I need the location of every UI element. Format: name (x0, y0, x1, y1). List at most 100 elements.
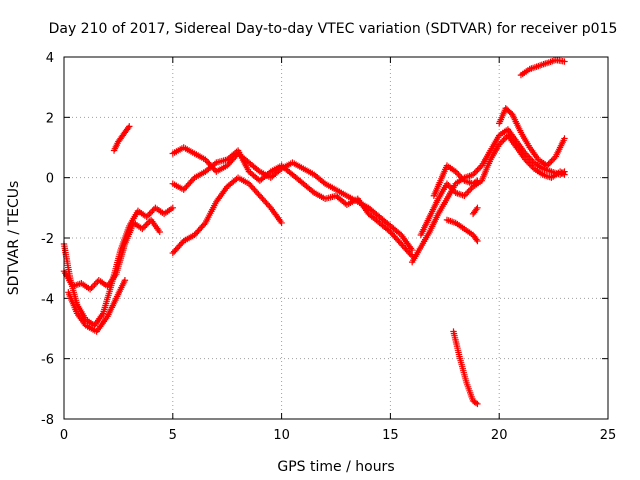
y-tick-label: -2 (41, 232, 54, 247)
data-trail (291, 160, 305, 171)
data-point (86, 286, 94, 293)
x-axis-label: GPS time / hours (277, 459, 394, 475)
data-trail (258, 194, 273, 210)
data-trail (120, 127, 130, 138)
x-tick-label: 25 (600, 428, 617, 443)
data-point (561, 58, 568, 65)
data-trail (84, 323, 98, 334)
data-trail (181, 176, 197, 192)
x-tick-label: 10 (273, 428, 290, 443)
series-arc-2 (60, 216, 163, 293)
data-point (474, 237, 481, 245)
data-trail (505, 134, 519, 149)
data-point (543, 162, 551, 169)
data-trail (457, 357, 470, 384)
data-point (169, 204, 176, 212)
y-tick-label: 2 (46, 111, 54, 126)
data-point (561, 135, 568, 142)
data-trail (462, 172, 475, 181)
data-point (256, 192, 264, 199)
data-trail (334, 187, 349, 198)
x-tick-label: 15 (382, 428, 399, 443)
data-point (191, 231, 198, 239)
data-trail (355, 197, 371, 216)
data-trail (182, 232, 196, 244)
data-point (522, 156, 529, 163)
data-point (143, 213, 150, 221)
data-trail (462, 227, 475, 237)
data-trail (388, 230, 404, 246)
data-trail (519, 67, 532, 78)
data-trail (100, 282, 115, 315)
data-trail (479, 158, 493, 182)
data-trail (545, 154, 558, 168)
data-trail (558, 169, 567, 177)
data-trail (258, 169, 273, 183)
y-tick-label: 0 (46, 172, 54, 187)
data-point (474, 400, 481, 408)
data-trail (399, 242, 414, 258)
data-trail (527, 146, 541, 161)
data-trail (445, 163, 458, 174)
data-trail (192, 221, 208, 237)
data-trail (503, 106, 515, 117)
data-trail (312, 190, 327, 201)
data-trail (518, 131, 532, 149)
data-trail (71, 280, 83, 289)
data-point (245, 180, 253, 187)
series-arc-3 (65, 277, 129, 335)
data-trail (193, 169, 207, 180)
series-arc-15 (517, 56, 568, 79)
data-trail (505, 127, 519, 143)
data-trail (532, 166, 545, 177)
tick-labels: 0 5 10 15 20 25 -8 -6 -4 -2 0 2 4 (41, 51, 616, 443)
data-trail (479, 149, 493, 167)
data-point (408, 246, 416, 254)
data-point (461, 192, 468, 199)
data-trail (388, 224, 403, 237)
series-arc-12 (443, 216, 481, 245)
data-trail (488, 134, 502, 152)
data-trail (182, 145, 196, 156)
data-trail (471, 398, 480, 407)
data-trail (290, 172, 305, 186)
data-trail (113, 242, 128, 276)
y-axis-label: SDTVAR / TECUs (6, 181, 22, 296)
data-trail (105, 272, 119, 288)
plot-frame (63, 56, 609, 420)
series-arc-10 (430, 162, 481, 199)
data-trail (301, 181, 316, 195)
series-arc-11 (496, 105, 568, 169)
data-trail (427, 212, 441, 234)
data-trail (377, 215, 392, 228)
data-point (278, 219, 285, 227)
data-trail (418, 215, 432, 237)
data-point (126, 123, 133, 130)
series-arc-7 (169, 174, 285, 257)
data-trail (488, 143, 502, 161)
data-trail (438, 164, 450, 182)
data-trail (214, 163, 229, 174)
data-trail (149, 218, 162, 234)
data-trail (367, 205, 382, 219)
data-trail (496, 107, 509, 125)
data-trail (471, 233, 480, 243)
data-trail (203, 200, 219, 225)
series-arc-5 (169, 144, 416, 254)
data-trail (153, 205, 166, 216)
data-trail (418, 230, 432, 249)
series-arc-9 (417, 132, 568, 239)
data-trail (302, 166, 316, 177)
x-tick-label: 20 (491, 428, 508, 443)
series-arc-6 (169, 147, 416, 260)
y-tick-label: -8 (41, 413, 54, 428)
data-point (561, 171, 568, 178)
data-trail (523, 151, 536, 165)
data-point (443, 180, 451, 187)
series-arc-8 (408, 126, 568, 266)
data-trail (269, 166, 284, 180)
data-trail (334, 193, 349, 207)
data-trail (410, 245, 423, 264)
data-trail (323, 181, 338, 192)
